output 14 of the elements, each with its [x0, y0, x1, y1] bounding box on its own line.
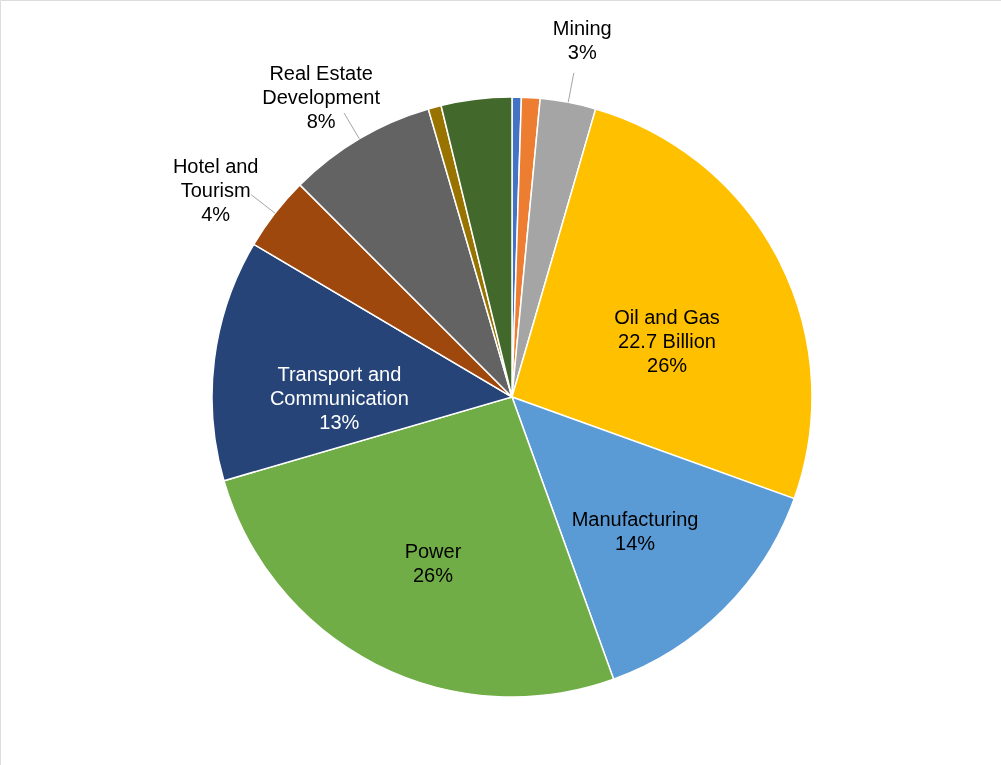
data-label: 3%	[567, 40, 597, 63]
data-label: 13%	[319, 411, 360, 434]
slice-label: Power	[404, 540, 462, 563]
slice-label: Transport and Communication	[269, 363, 409, 410]
data-label: 4%	[201, 203, 231, 226]
data-label: 14%	[615, 532, 656, 555]
slice-label: Real Estate Development	[262, 62, 381, 109]
slice-label: Oil and Gas	[614, 306, 720, 329]
data-label: 22.7 Billion 26%	[618, 330, 716, 377]
slice-label: Manufacturing	[571, 508, 699, 531]
data-label: 26%	[412, 564, 454, 587]
data-label: 8%	[306, 110, 336, 133]
slice-label: Mining	[552, 16, 612, 39]
slice-label: Hotel and Tourism	[172, 155, 259, 202]
